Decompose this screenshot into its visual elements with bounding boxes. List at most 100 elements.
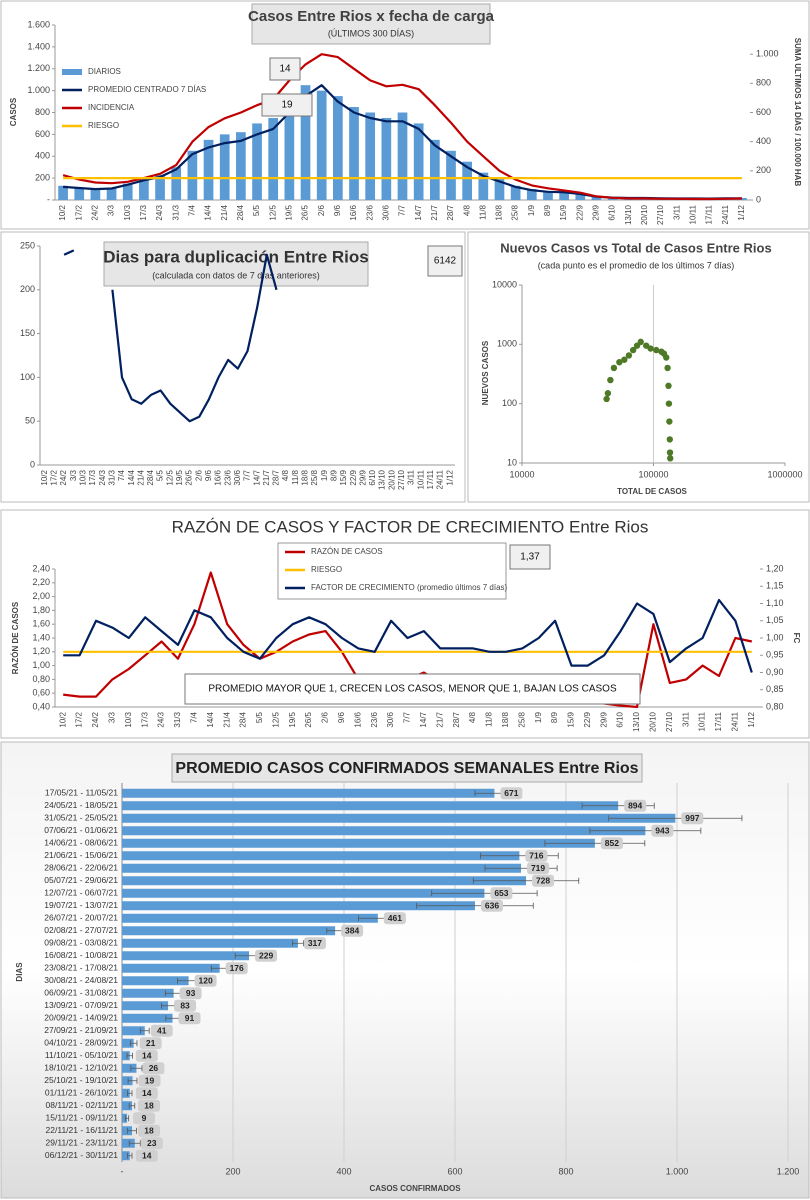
x-tick-label: 1/9 [320,469,329,481]
x-tick-label: 7/4 [187,204,196,216]
line [62,53,742,201]
x-tick-label: 2/6 [317,204,326,216]
point [629,346,637,354]
y-tick-label: 150 [20,328,35,338]
y-tick-label: 01/11/21 - 26/10/21 [45,1088,118,1098]
bar [365,112,376,200]
legend-label: RAZÓN DE CASOS [311,547,383,556]
x-tick-label: 7/7 [398,204,407,216]
y-tick-label: 11/10/21 - 05/10/21 [45,1050,118,1060]
x-tick-label: 18/8 [301,469,310,485]
x-tick-label: 19/5 [284,204,293,220]
value-label-box [225,962,248,975]
x-tick-label: 24/2 [59,469,68,485]
bar [333,96,343,200]
legend-label: DIARIOS [88,67,121,76]
bar [236,132,246,200]
value-label: 671 [504,788,518,798]
x-tick-label: 10/11 [689,204,698,224]
value-label: 18 [144,1126,154,1136]
x-tick-label: 7/7 [403,711,412,723]
y-tick-label: 1,80 [32,605,50,615]
y-tick-label: 2,40 [32,563,50,573]
x-tick-label: 1/12 [737,204,746,220]
error-bar [127,1090,133,1097]
y-tick-label: 24/05/21 - 18/05/21 [44,800,118,810]
x-tick-label: 10/11 [416,469,425,489]
annotation-box [261,93,313,117]
point [666,436,673,443]
x-tick-label: 21/7 [430,204,439,220]
value-label: 229 [259,951,273,961]
bar [122,1038,134,1048]
value-label-box [681,812,704,825]
y2-tick-label: 1,15 [766,581,784,591]
bar [349,107,359,200]
annotation: 19 [281,100,293,111]
x-tick-label: 3/11 [672,204,681,220]
value-label-box [142,1062,165,1075]
x-tick-label: 20/10 [640,204,649,225]
bar [122,926,336,936]
bar [462,161,472,200]
bar [203,139,214,200]
bar [122,951,250,961]
value-label-box [174,999,197,1012]
y-tick-label: 200 [20,284,35,294]
x-tick-label: 24/2 [91,204,100,220]
bar [122,963,220,973]
x-tick-label: 28/7 [272,469,281,485]
value-label-box [137,1124,160,1137]
point [647,345,654,352]
point [621,356,628,363]
x-tick-label: 7/4 [189,711,198,723]
x-tick-label: 11/8 [485,711,494,727]
bar [219,134,230,200]
value-label-box [150,1024,173,1037]
value-label-box [383,912,406,925]
value-label-box [527,862,550,875]
value-label-box [500,787,523,800]
y-tick-label: 31/05/21 - 25/05/21 [44,813,118,823]
bar [122,1151,130,1161]
value-label: 894 [628,801,642,811]
x-tick-label: 10/2 [40,469,49,485]
bar [446,150,456,200]
x-tick-label: 25/8 [310,469,319,485]
x-tick-label: 10/11 [698,711,707,731]
value-label: 728 [536,876,550,886]
x-tick-label: 8/9 [550,711,559,723]
value-label: 26 [149,1063,159,1073]
y-tick-label: 10000 [492,279,517,289]
x-tick-label: 22/9 [349,469,358,485]
value-label: 14 [142,1151,152,1161]
bar [737,198,747,200]
point [666,418,673,425]
bar [494,178,505,200]
y-tick-label: 10 [507,457,517,467]
y-tick-label: 02/08/21 - 27/07/21 [44,925,118,935]
x-tick-label: 10/2 [58,204,67,220]
x-tick-label: 10/2 [58,711,67,727]
line [63,249,278,423]
point [616,358,623,366]
bar [122,826,646,836]
value-label: 461 [388,913,402,923]
value-label-box [532,874,555,887]
x-tick-label: 3/11 [407,469,416,485]
annotation: PROMEDIO MAYOR QUE 1, CRECEN LOS CASOS, … [208,684,617,695]
bar [122,888,485,898]
value-label-box [135,1149,158,1162]
bar [413,123,424,200]
x-tick-label: 6/10 [608,204,617,220]
x-tick-label: 17/3 [140,711,149,727]
line [63,598,753,673]
y-tick-label: 12/07/21 - 06/07/21 [44,888,118,898]
bar [397,112,408,200]
bar [122,1126,132,1136]
y2-tick-label: 0,95 [766,650,784,660]
point [665,382,672,390]
y-tick-label: 1.600 [27,19,50,29]
x-tick-label: 20/10 [649,711,658,732]
bar [122,913,378,923]
